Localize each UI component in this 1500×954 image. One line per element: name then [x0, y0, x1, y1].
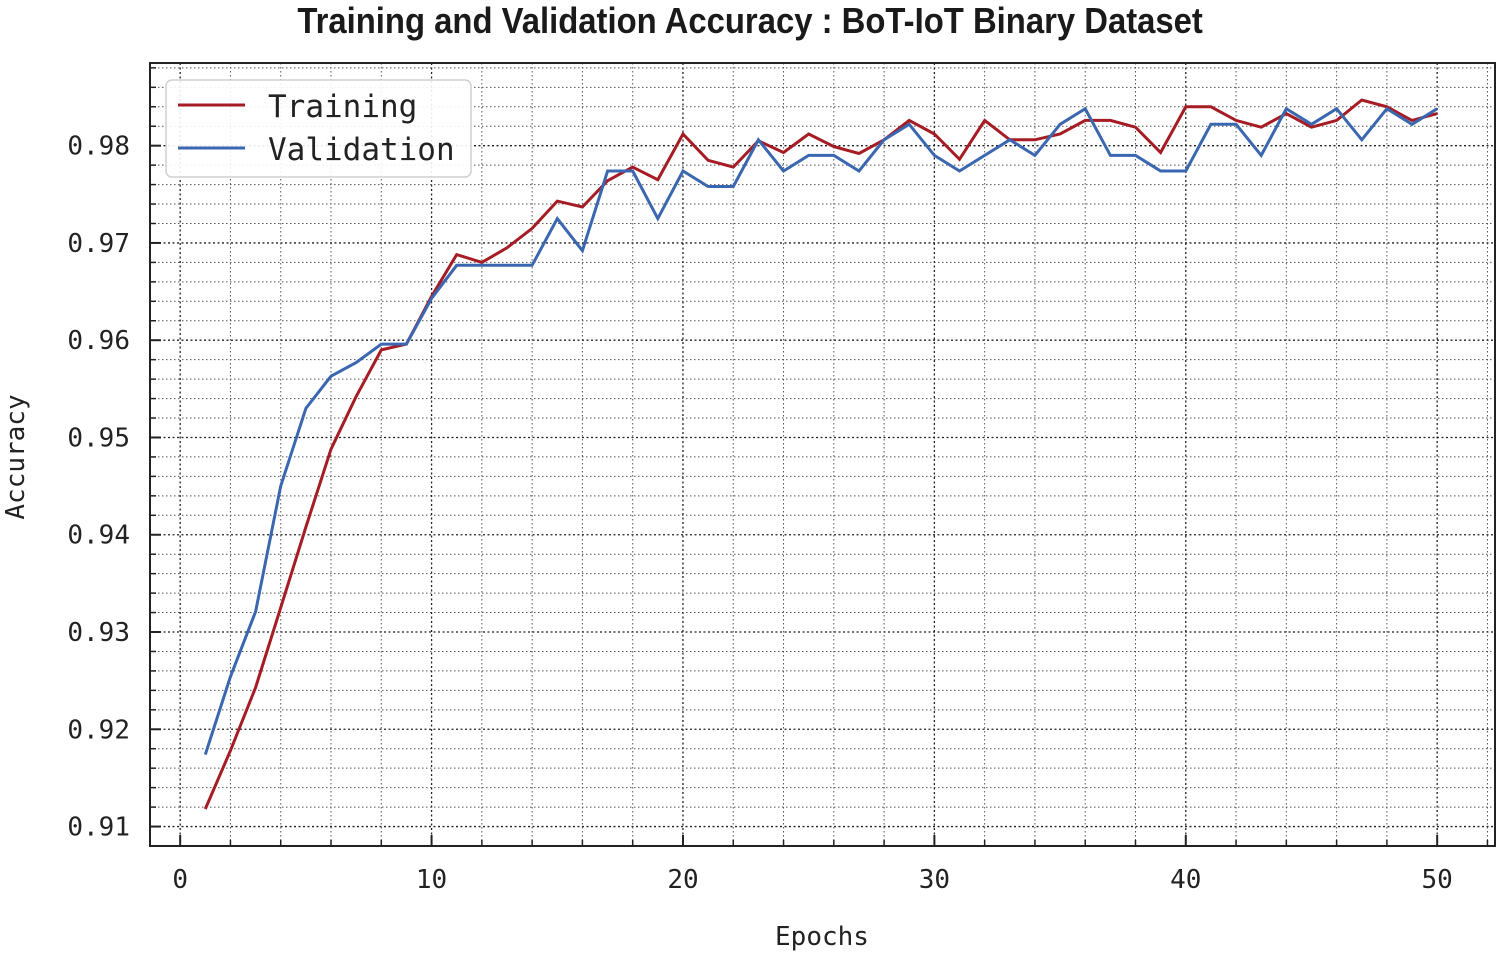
x-tick-label: 20 [667, 865, 698, 895]
x-tick-label: 40 [1170, 865, 1201, 895]
axis-tick-labels: 0 10 20 30 40 50 0.91 0.92 0.93 0.94 0.95 0.96 0.97 0… [67, 132, 1452, 895]
x-tick-label: 30 [919, 865, 950, 895]
plot-frame [149, 62, 1496, 847]
legend: Training Validation [165, 79, 472, 178]
y-tick-label: 0.98 [67, 132, 130, 162]
x-tick-label: 10 [416, 865, 447, 895]
minor-gridlines [150, 63, 1495, 847]
x-tick-label: 0 [172, 865, 188, 895]
y-tick-label: 0.91 [67, 813, 130, 843]
y-tick-label: 0.96 [67, 326, 130, 356]
x-axis-label: Epochs [775, 922, 869, 952]
y-tick-label: 0.94 [67, 521, 130, 551]
y-tick-label: 0.93 [67, 618, 130, 648]
y-tick-label: 0.95 [67, 423, 130, 453]
y-tick-label: 0.97 [67, 229, 130, 259]
legend-label-validation: Validation [268, 132, 455, 168]
major-gridlines [150, 63, 1495, 846]
series-line-training [203, 98, 1438, 810]
y-tick-label: 0.92 [67, 715, 130, 745]
legend-label-training: Training [268, 89, 417, 125]
series-lines [203, 98, 1438, 810]
x-tick-label: 50 [1422, 865, 1453, 895]
series-line-validation [203, 106, 1438, 756]
axis-ticks [150, 67, 1489, 847]
y-axis-label: Accuracy [1, 394, 31, 519]
chart-title: Training and Validation Accuracy : BoT-I… [297, 0, 1203, 41]
